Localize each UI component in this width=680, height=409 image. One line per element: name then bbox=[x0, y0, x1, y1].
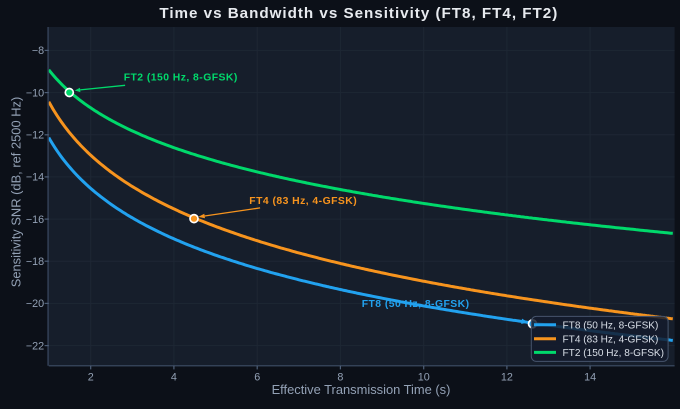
svg-text:Effective Transmission Time (s: Effective Transmission Time (s) bbox=[272, 382, 451, 397]
svg-text:FT2 (150 Hz, 8-GFSK): FT2 (150 Hz, 8-GFSK) bbox=[563, 348, 665, 359]
svg-text:4: 4 bbox=[171, 371, 177, 383]
svg-text:−12: −12 bbox=[26, 130, 44, 142]
svg-text:−20: −20 bbox=[26, 298, 44, 310]
svg-text:FT4 (83 Hz, 4-GFSK): FT4 (83 Hz, 4-GFSK) bbox=[249, 196, 357, 207]
svg-text:−8: −8 bbox=[32, 45, 44, 57]
svg-text:FT4 (83 Hz, 4-GFSK): FT4 (83 Hz, 4-GFSK) bbox=[563, 334, 659, 345]
svg-text:FT8 (50 Hz, 8-GFSK): FT8 (50 Hz, 8-GFSK) bbox=[362, 299, 470, 310]
svg-text:−22: −22 bbox=[26, 340, 44, 352]
svg-text:14: 14 bbox=[584, 371, 596, 383]
svg-text:−16: −16 bbox=[26, 214, 44, 226]
svg-text:−14: −14 bbox=[26, 172, 44, 184]
svg-text:Time vs Bandwidth vs Sensitivi: Time vs Bandwidth vs Sensitivity (FT8, F… bbox=[159, 5, 558, 22]
svg-text:−10: −10 bbox=[26, 87, 44, 99]
svg-text:FT8 (50 Hz, 8-GFSK): FT8 (50 Hz, 8-GFSK) bbox=[563, 320, 659, 331]
svg-text:2: 2 bbox=[88, 371, 94, 383]
svg-text:FT2 (150 Hz, 8-GFSK): FT2 (150 Hz, 8-GFSK) bbox=[124, 73, 238, 84]
svg-text:12: 12 bbox=[501, 371, 513, 383]
svg-text:8: 8 bbox=[337, 371, 343, 383]
svg-text:Sensitivity SNR (dB, ref 2500: Sensitivity SNR (dB, ref 2500 Hz) bbox=[9, 97, 24, 288]
svg-text:6: 6 bbox=[254, 371, 260, 383]
svg-text:−18: −18 bbox=[26, 256, 44, 268]
svg-text:10: 10 bbox=[418, 371, 430, 383]
